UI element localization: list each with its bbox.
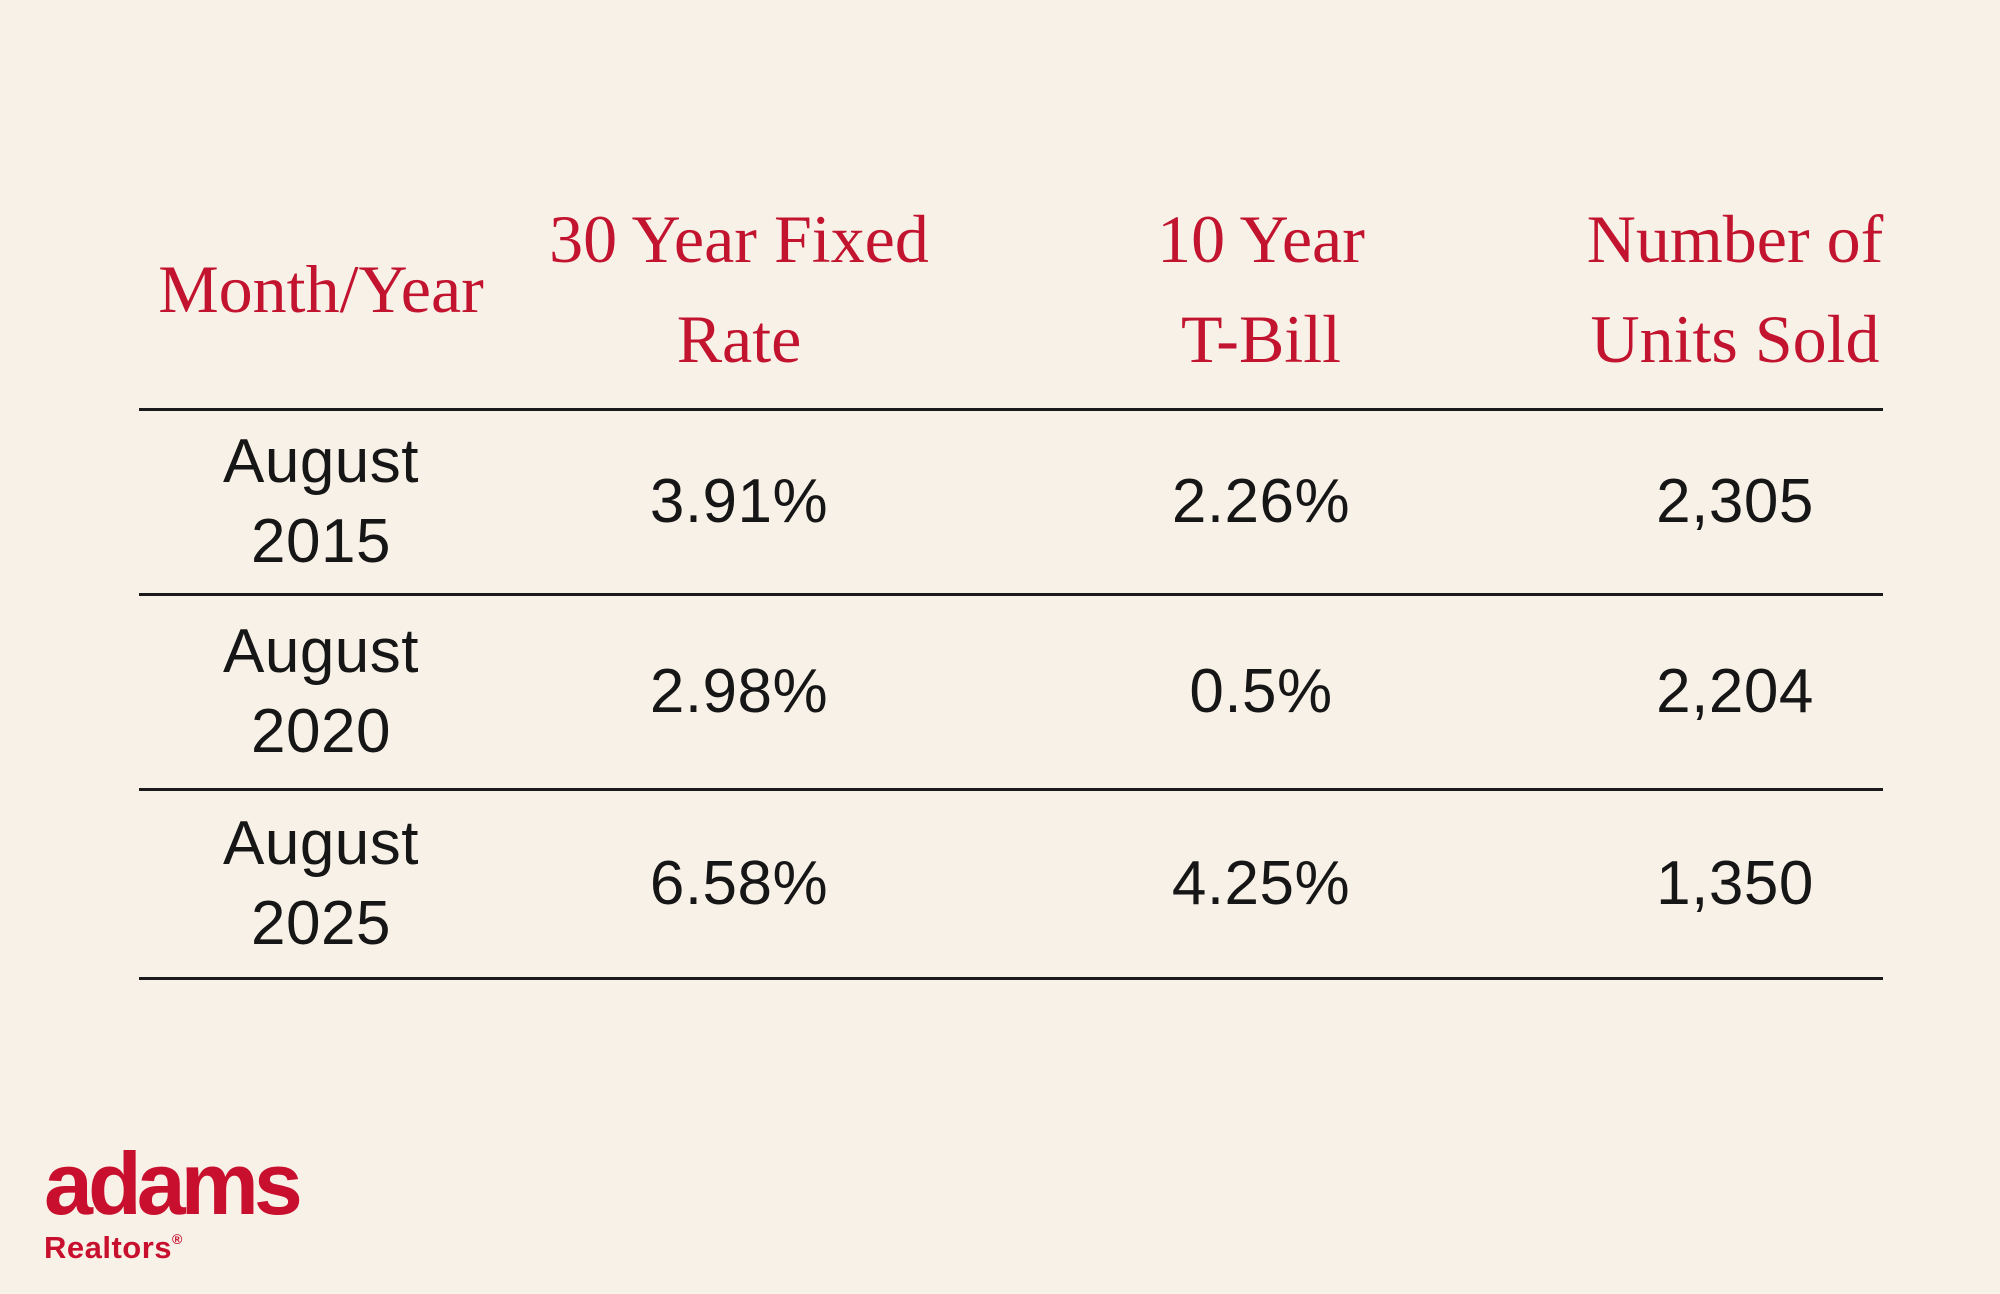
table-rule-bottom (139, 977, 1883, 980)
fixed-rate-value: 6.58% (649, 849, 829, 918)
column-header-10-year-t-bill: 10 Year T-Bill (1157, 189, 1365, 389)
table-row: August 2020 2.98% 0.5% 2,204 (0, 596, 2000, 788)
year-label: 2025 (251, 889, 391, 958)
column-header-30-year-fixed-rate: 30 Year Fixed Rate (549, 189, 929, 389)
table-header-row: Month/Year 30 Year Fixed Rate 10 Year T-… (0, 170, 2000, 408)
column-header-number-of-units-sold: Number of Units Sold (1587, 189, 1883, 389)
t-bill-value: 2.26% (1171, 467, 1351, 536)
header-line: Month/Year (158, 251, 484, 327)
table-row: August 2025 6.58% 4.25% 1,350 (0, 791, 2000, 977)
adams-realtors-logo: adams Realtors® (44, 1134, 303, 1265)
units-sold-value: 2,305 (1656, 467, 1814, 536)
table-rule-row-divider (139, 788, 1883, 791)
month-year-cell: August 2015 (223, 422, 419, 582)
header-line: 30 Year Fixed (549, 201, 929, 277)
fixed-rate-value: 2.98% (649, 657, 829, 726)
table-row: August 2015 3.91% 2.26% 2,305 (0, 411, 2000, 593)
fixed-rate-value: 3.91% (649, 467, 829, 536)
header-line: 10 Year (1157, 201, 1365, 277)
logo-subbrand-text: Realtors® (44, 1222, 298, 1265)
header-line: Units Sold (1590, 301, 1880, 377)
year-label: 2015 (251, 507, 391, 576)
year-label: 2020 (251, 697, 391, 766)
month-label: August (222, 617, 420, 686)
logo-subbrand-label: Realtors (44, 1230, 173, 1265)
t-bill-value: 0.5% (1189, 657, 1333, 726)
month-year-cell: August 2025 (223, 804, 419, 964)
header-line: Rate (676, 301, 802, 377)
month-year-cell: August 2020 (223, 612, 419, 772)
column-header-month-year: Month/Year (158, 239, 484, 339)
units-sold-value: 2,204 (1656, 657, 1814, 726)
units-sold-value: 1,350 (1656, 849, 1814, 918)
header-line: T-Bill (1181, 301, 1341, 377)
logo-brand-text: adams (44, 1134, 303, 1233)
t-bill-value: 4.25% (1171, 849, 1351, 918)
table-rule-row-divider (139, 593, 1883, 596)
month-label: August (222, 427, 420, 496)
registered-trademark-icon: ® (172, 1231, 183, 1247)
table-rule-header (139, 408, 1883, 411)
month-label: August (222, 809, 420, 878)
header-line: Number of (1586, 201, 1884, 277)
